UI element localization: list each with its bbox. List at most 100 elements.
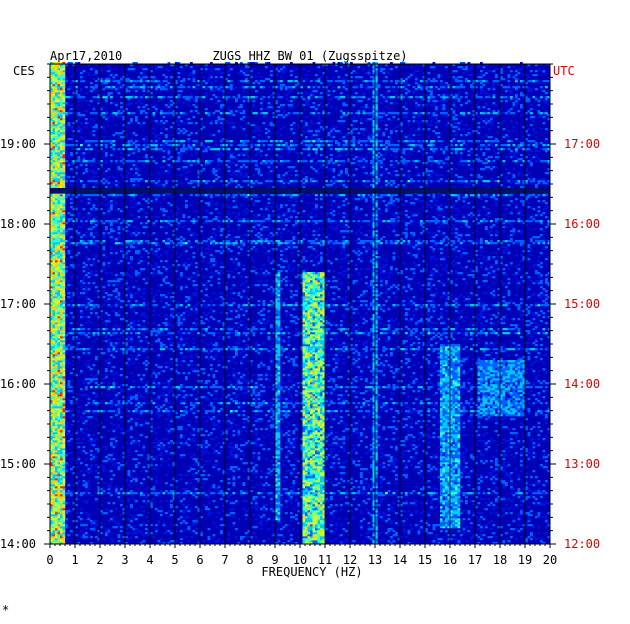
spectrogram-cell: [452, 480, 456, 483]
spectrogram-cell: [442, 474, 446, 477]
spectrogram-cell: [62, 532, 66, 535]
spectrogram-cell: [527, 490, 531, 493]
spectrogram-cell: [140, 530, 143, 533]
spectrogram-cell: [75, 438, 78, 441]
spectrogram-cell: [392, 492, 396, 495]
spectrogram-cell: [267, 518, 271, 521]
spectrogram-cell: [460, 404, 463, 407]
spectrogram-cell: [272, 398, 276, 401]
spectrogram-cell: [55, 518, 58, 521]
spectrogram-cell: [237, 414, 241, 417]
spectrogram-cell: [442, 434, 446, 437]
spectrogram-cell: [515, 528, 518, 531]
spectrogram-cell: [452, 464, 456, 467]
spectrogram-cell: [252, 416, 256, 419]
spectrogram-cell: [140, 434, 143, 437]
spectrogram-cell: [137, 454, 141, 457]
spectrogram-cell: [277, 516, 281, 519]
spectrogram-cell: [142, 494, 146, 497]
spectrogram-cell: [467, 518, 471, 521]
spectrogram-cell: [50, 404, 53, 407]
spectrogram-cell: [182, 396, 186, 399]
spectrogram-cell: [275, 436, 278, 439]
spectrogram-cell: [517, 478, 521, 481]
spectrogram-cell: [457, 442, 461, 445]
spectrogram-cell: [515, 468, 518, 471]
spectrogram-cell: [530, 532, 533, 535]
spectrogram-cell: [480, 454, 483, 457]
spectrogram-cell: [50, 482, 53, 485]
spectrogram-cell: [55, 398, 58, 401]
spectrogram-cell: [450, 420, 453, 423]
spectrogram-cell: [50, 424, 53, 427]
spectrogram-cell: [200, 474, 203, 477]
spectrogram-cell: [317, 408, 321, 411]
spectrogram-cell: [457, 516, 461, 519]
spectrogram-cell: [300, 418, 303, 421]
spectrogram-cell: [125, 536, 128, 539]
spectrogram-cell: [195, 478, 198, 481]
spectrogram-cell: [477, 412, 481, 415]
spectrogram-cell: [322, 466, 326, 469]
spectrogram-cell: [75, 534, 78, 537]
spectrogram-cell: [372, 500, 376, 503]
spectrogram-cell: [225, 432, 228, 435]
spectrogram-cell: [367, 484, 371, 487]
spectrogram-cell: [87, 410, 91, 413]
spectrogram-cell: [50, 498, 53, 501]
spectrogram-cell: [305, 406, 308, 409]
spectrogram-cell: [457, 486, 461, 489]
spectrogram-cell: [510, 532, 513, 535]
spectrogram-cell: [355, 450, 358, 453]
spectrogram-cell: [292, 406, 296, 409]
spectrogram-cell: [55, 436, 58, 439]
spectrogram-cell: [322, 436, 326, 439]
spectrogram-cell: [377, 534, 381, 537]
spectrogram-cell: [452, 486, 456, 489]
spectrogram-cell: [297, 412, 301, 415]
spectrogram-cell: [85, 428, 88, 431]
spectrogram-cell: [492, 400, 496, 403]
spectrogram-cell: [452, 446, 456, 449]
spectrogram-cell: [62, 496, 66, 499]
spectrogram-cell: [225, 396, 228, 399]
spectrogram-cell: [105, 530, 108, 533]
spectrogram-cell: [282, 488, 286, 491]
spectrogram-cell: [385, 532, 388, 535]
spectrogram-cell: [507, 402, 511, 405]
spectrogram-cell: [445, 488, 448, 491]
spectrogram-cell: [445, 520, 448, 523]
spectrogram-cell: [197, 470, 201, 473]
spectrogram-cell: [310, 510, 313, 513]
spectrogram-cell: [62, 522, 66, 525]
spectrogram-cell: [367, 410, 371, 413]
spectrogram-cell: [312, 542, 316, 545]
spectrogram-cell: [197, 542, 201, 545]
spectrogram-cell: [110, 518, 113, 521]
spectrogram-cell: [317, 420, 321, 423]
spectrogram-cell: [97, 530, 101, 533]
spectrogram-cell: [292, 542, 296, 545]
spectrogram-cell: [232, 410, 236, 413]
spectrogram-cell: [167, 406, 171, 409]
spectrogram-cell: [315, 430, 318, 433]
spectrogram-cell: [52, 414, 56, 417]
spectrogram-cell: [442, 514, 446, 517]
spectrogram-cell: [485, 444, 488, 447]
spectrogram-cell: [387, 530, 391, 533]
spectrogram-cell: [297, 488, 301, 491]
spectrogram-cell: [287, 412, 291, 415]
spectrogram-cell: [65, 426, 68, 429]
spectrogram-cell: [77, 420, 81, 423]
spectrogram-cell: [92, 530, 96, 533]
spectrogram-cell: [310, 426, 313, 429]
spectrogram-cell: [302, 472, 306, 475]
spectrogram-cell: [452, 472, 456, 475]
spectrogram-cell: [197, 402, 201, 405]
spectrogram-cell: [317, 502, 321, 505]
spectrogram-cell: [372, 454, 376, 457]
spectrogram-cell: [457, 398, 461, 401]
spectrogram-cell: [290, 408, 293, 411]
spectrogram-cell: [297, 506, 301, 509]
spectrogram-cell: [340, 492, 343, 495]
